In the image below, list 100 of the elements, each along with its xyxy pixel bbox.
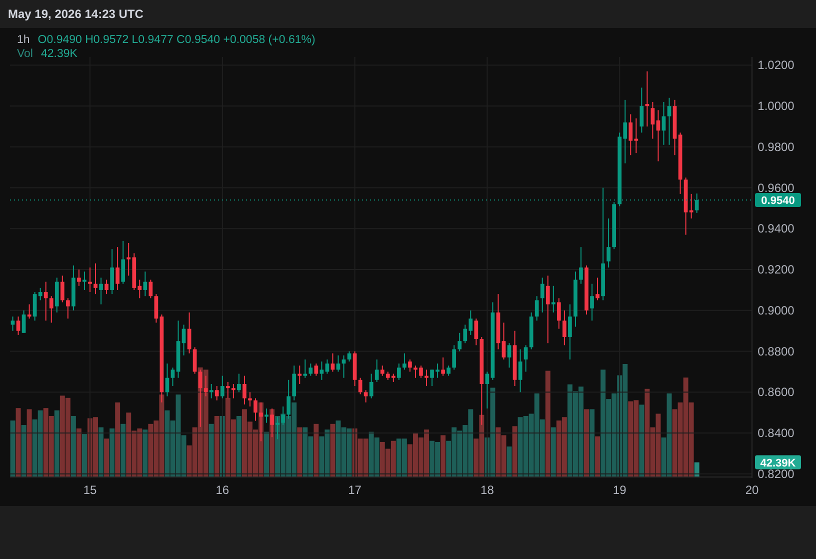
chart-title: 1h xyxy=(17,34,30,46)
candlestick xyxy=(474,318,478,346)
candlestick xyxy=(231,383,236,399)
bar xyxy=(297,427,302,477)
bar xyxy=(82,434,87,477)
candlestick xyxy=(308,363,313,376)
bar xyxy=(550,427,556,477)
candlestick xyxy=(534,296,539,322)
bar xyxy=(314,424,319,477)
text: 42.39K xyxy=(760,457,796,470)
y-tick-label: 0.9800 xyxy=(758,140,795,154)
y-tick-label: 0.8200 xyxy=(758,466,795,481)
candlestick xyxy=(16,316,20,336)
candlestick xyxy=(518,348,522,393)
bar xyxy=(595,436,600,477)
candlestick xyxy=(408,358,412,372)
candlestick xyxy=(380,365,384,376)
bar xyxy=(21,425,26,477)
ref-line-label: 0.9540 xyxy=(761,195,795,208)
candlestick xyxy=(204,375,208,397)
x-tick-label: 15 xyxy=(83,483,97,497)
bar xyxy=(76,428,82,477)
candlestick xyxy=(424,369,428,387)
bar xyxy=(639,404,644,477)
candlestick xyxy=(524,344,528,372)
y-tick-label: 0.8400 xyxy=(758,426,795,440)
bar xyxy=(590,409,594,477)
candlestick xyxy=(170,367,175,387)
candlestick xyxy=(298,365,302,384)
candlestick xyxy=(590,283,594,322)
x-tick-label: 17 xyxy=(348,483,362,497)
candlestick xyxy=(452,344,456,370)
bar xyxy=(54,410,60,477)
candlestick xyxy=(650,101,655,140)
candlestick xyxy=(292,365,296,401)
candlestick xyxy=(320,361,324,380)
bar xyxy=(264,432,270,477)
candlestick xyxy=(458,332,462,352)
candlestick xyxy=(314,363,318,376)
candlestick xyxy=(82,271,86,290)
candlestick xyxy=(99,277,103,305)
candlestick xyxy=(77,269,81,286)
bar xyxy=(584,409,589,477)
text: 42.39K xyxy=(41,48,78,60)
bar xyxy=(104,438,110,477)
y-tick-label: 0.9000 xyxy=(758,303,795,318)
candlestick xyxy=(214,386,219,401)
candlestick xyxy=(254,398,258,422)
candlestick xyxy=(397,363,401,380)
candlestick xyxy=(540,277,544,313)
y-tick-label: 0.9400 xyxy=(758,222,795,236)
candlestick xyxy=(220,375,224,399)
candlestick xyxy=(596,277,600,301)
candlestick xyxy=(94,262,98,295)
candlestick xyxy=(66,298,70,320)
x-tick-label: 18 xyxy=(480,483,494,497)
bar xyxy=(115,402,120,477)
candlestick xyxy=(562,310,566,346)
chart-subtitle: O0.9490 H0.9572 L0.9477 C0.9540 +0.0058 (+0.61%) xyxy=(38,34,316,46)
candlestick xyxy=(556,298,561,330)
bar xyxy=(98,427,104,477)
y-tick-label: 1.0200 xyxy=(758,58,795,72)
candlestick xyxy=(248,392,252,407)
x-tick-label: 19 xyxy=(612,483,627,497)
candlestick xyxy=(154,294,158,324)
bar xyxy=(440,435,446,477)
y-tick-label: 1.0000 xyxy=(758,99,795,114)
candlestick xyxy=(143,271,148,297)
candlestick xyxy=(369,373,374,399)
candlestick xyxy=(22,310,26,334)
candlestick xyxy=(502,322,506,360)
candlestick xyxy=(104,279,108,295)
candlestick xyxy=(49,296,54,324)
candlestick xyxy=(110,248,114,295)
candlestick xyxy=(264,408,268,424)
candlestick xyxy=(88,267,92,293)
candlestick xyxy=(667,97,672,146)
candlestick xyxy=(364,390,368,403)
candlestick xyxy=(148,279,153,299)
y-tick-label: 0.8800 xyxy=(758,344,795,358)
y-tick-label: 0.9200 xyxy=(758,262,795,277)
candlestick xyxy=(402,352,406,370)
bar xyxy=(26,409,32,477)
candlestick xyxy=(568,304,572,360)
candlestick xyxy=(546,275,550,344)
bar xyxy=(330,424,336,477)
candlestick xyxy=(209,383,214,399)
candlestick xyxy=(640,87,644,134)
candlestick xyxy=(303,358,308,378)
candlestick xyxy=(121,240,126,284)
bar xyxy=(16,408,21,477)
candlestick xyxy=(242,375,246,405)
bar xyxy=(236,416,242,477)
candlestick xyxy=(192,346,197,374)
text: May 19, 2026 14:23 UTC xyxy=(8,7,144,21)
bar xyxy=(545,370,550,477)
candlestick xyxy=(441,356,445,376)
candlestick xyxy=(446,365,451,376)
candlestick xyxy=(374,358,379,382)
candlestick xyxy=(579,246,583,284)
